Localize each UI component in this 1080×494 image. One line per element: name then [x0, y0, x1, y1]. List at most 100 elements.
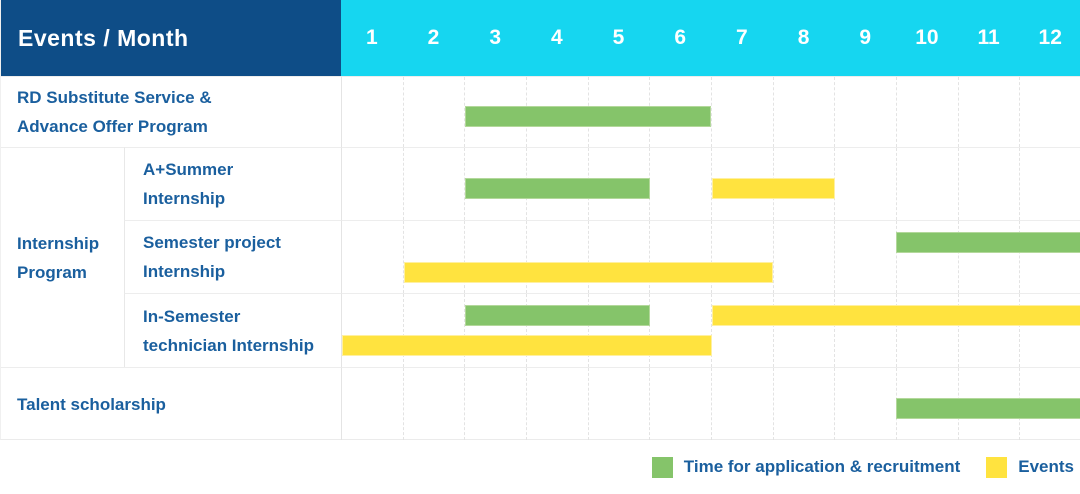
month-column — [526, 221, 588, 293]
month-column — [834, 294, 896, 367]
chart-row-a-summer-internship — [341, 147, 1080, 220]
month-gridlines — [342, 221, 1080, 293]
month-column — [957, 148, 1020, 220]
schedule-table: Events / Month 1 2 3 4 5 6 7 8 9 10 11 12 RD Substi… — [0, 0, 1080, 440]
month-column — [896, 77, 958, 147]
month-header-10: 10 — [915, 26, 939, 49]
month-column — [772, 221, 835, 293]
month-column — [834, 148, 896, 220]
month-header-7: 7 — [736, 26, 748, 49]
chart-row-in-semester-technician-internship — [341, 293, 1080, 367]
label-line: Internship — [17, 233, 100, 253]
month-gridlines — [342, 294, 1080, 367]
month-column — [711, 294, 773, 367]
month-column — [711, 368, 773, 440]
month-column — [649, 368, 711, 440]
label-line: In-Semester — [143, 306, 241, 326]
bar-yellow-in-semester-technician-internship — [342, 335, 712, 356]
events-month-header-cell: Events / Month — [1, 0, 341, 76]
month-header-6: 6 — [674, 26, 687, 49]
legend-item-green: Time for application & recruitment — [651, 456, 961, 478]
month-column — [772, 77, 835, 147]
month-column — [464, 221, 526, 293]
month-column — [957, 77, 1020, 147]
label-line: A+Summer — [143, 160, 234, 179]
bar-green-talent-scholarship — [896, 397, 1080, 419]
row-label-a-summer-internship: A+Summer Internship — [124, 147, 341, 220]
month-column — [772, 294, 835, 367]
label-line: RD Substitute Service & — [17, 88, 212, 107]
legend-swatch-yellow — [986, 456, 1008, 478]
bar-green-rd-substitute — [465, 105, 712, 127]
bar-yellow-semester-project-internship — [403, 262, 774, 283]
bar-green-semester-project-internship — [896, 232, 1080, 253]
bar-green-in-semester-technician-internship — [465, 305, 650, 326]
month-column — [342, 368, 403, 440]
month-column — [526, 294, 588, 367]
month-column — [342, 148, 403, 220]
month-column — [402, 148, 465, 220]
month-column — [834, 221, 896, 293]
month-header-12: 12 — [1038, 26, 1062, 49]
row-label-talent-scholarship: Talent scholarship — [1, 367, 341, 440]
bar-yellow-a-summer-internship — [711, 177, 835, 199]
month-column — [402, 77, 465, 147]
month-column — [957, 221, 1020, 293]
month-column — [957, 294, 1020, 367]
legend-item-yellow: Events — [986, 456, 1074, 478]
row-label-semester-project-internship: Semester project Internship — [124, 220, 341, 293]
month-column — [896, 148, 958, 220]
label-line: technician Internship — [143, 335, 314, 355]
month-column — [1019, 148, 1080, 220]
legend-label: Time for application & recruitment — [683, 457, 961, 476]
month-header-1: 1 — [365, 26, 378, 49]
month-column — [587, 368, 650, 440]
month-header-2: 2 — [427, 26, 440, 49]
month-column — [896, 294, 958, 367]
month-header-3: 3 — [489, 26, 502, 49]
month-column — [772, 368, 835, 440]
month-header-4: 4 — [551, 26, 563, 49]
label-line: Advance Offer Program — [17, 117, 208, 136]
month-column — [711, 221, 773, 293]
month-column — [464, 294, 526, 367]
label-line: Program — [17, 262, 87, 282]
page-title: Events / Month — [18, 24, 189, 51]
month-column — [649, 148, 711, 220]
row-label-rd-substitute: RD Substitute Service & Advance Offer Pro… — [1, 76, 341, 147]
label-line: Internship — [143, 262, 226, 281]
group-label-internship-program: Internship Program — [1, 147, 124, 367]
month-column — [402, 294, 465, 367]
month-header-row: 1 2 3 4 5 6 7 8 9 10 11 12 — [341, 0, 1080, 76]
month-column — [896, 221, 958, 293]
month-column — [402, 368, 465, 440]
month-column — [342, 221, 403, 293]
bar-green-a-summer-internship — [465, 177, 650, 199]
month-column — [711, 77, 773, 147]
month-column — [834, 77, 896, 147]
month-column — [649, 294, 711, 367]
month-column — [587, 294, 650, 367]
month-column — [342, 294, 403, 367]
month-header-9: 9 — [859, 26, 872, 49]
label-line: Semester project — [143, 233, 281, 252]
month-column — [834, 368, 896, 440]
month-column — [1019, 77, 1080, 147]
bar-yellow-in-semester-technician-internship — [711, 305, 1080, 326]
chart-row-rd-substitute — [341, 76, 1080, 147]
month-column — [342, 77, 403, 147]
month-column — [402, 221, 465, 293]
label-line: Talent scholarship — [17, 394, 166, 414]
label-line: Internship — [143, 189, 226, 208]
row-label-in-semester-technician-internship: In-Semester technician Internship — [124, 293, 341, 367]
legend-swatch-green — [651, 456, 673, 478]
month-column — [464, 148, 526, 220]
month-column — [464, 77, 526, 147]
legend-label: Events — [1018, 457, 1074, 476]
month-column — [1019, 294, 1080, 367]
month-column — [464, 368, 526, 440]
chart-row-talent-scholarship — [341, 367, 1080, 440]
month-header-8: 8 — [797, 26, 810, 49]
chart-row-semester-project-internship — [341, 220, 1080, 293]
